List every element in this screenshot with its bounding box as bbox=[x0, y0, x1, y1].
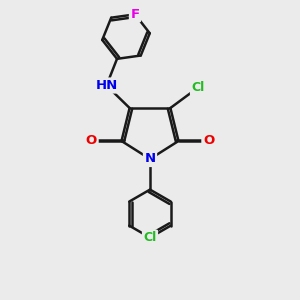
Text: N: N bbox=[144, 152, 156, 166]
Text: HN: HN bbox=[95, 79, 118, 92]
Text: O: O bbox=[86, 134, 97, 148]
Text: F: F bbox=[130, 8, 140, 21]
Text: Cl: Cl bbox=[143, 231, 157, 244]
Text: O: O bbox=[203, 134, 214, 148]
Text: Cl: Cl bbox=[191, 81, 205, 94]
